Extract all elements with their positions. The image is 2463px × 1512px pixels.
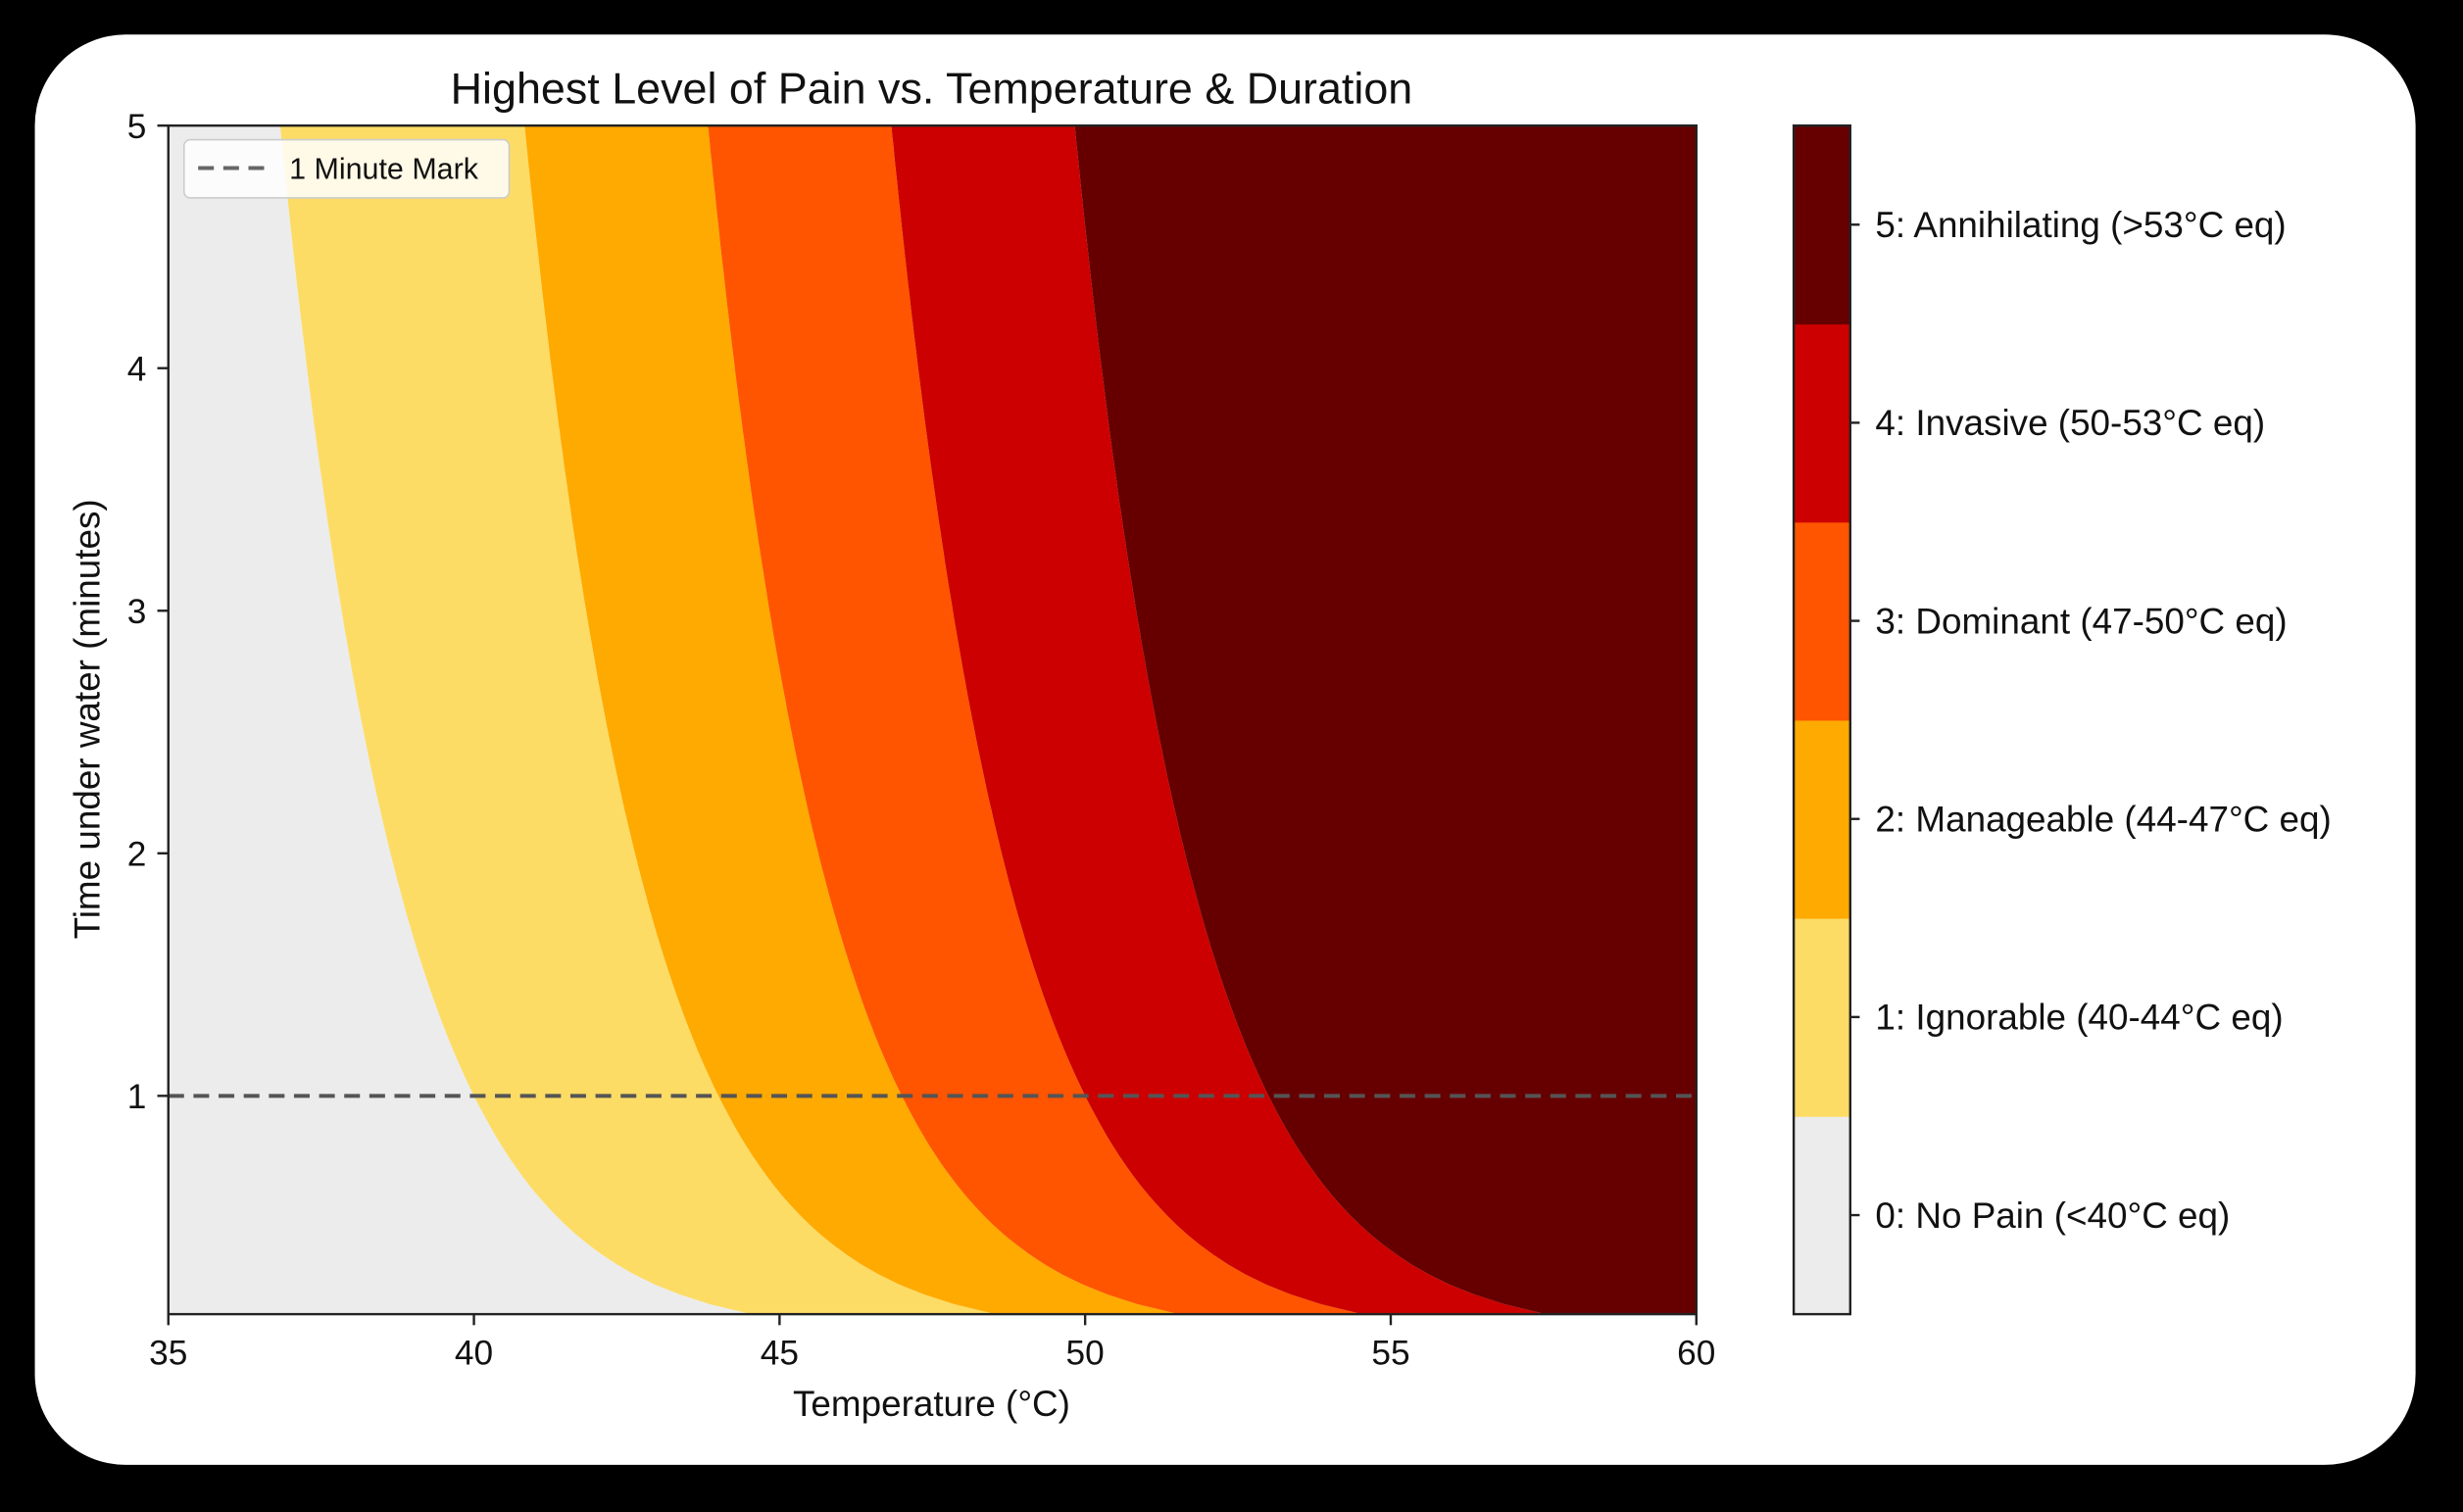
colorbar-label: 2: Manageable (44-47°C eq)	[1875, 800, 2331, 840]
region-level-1	[279, 125, 996, 1315]
pain-level-regions	[168, 125, 1697, 1315]
y-tick-label: 5	[127, 108, 147, 146]
x-tick-label: 50	[1066, 1334, 1105, 1372]
y-axis-ticks: 1 2 3 4 5	[127, 108, 169, 1116]
colorbar-segment-0	[1794, 1115, 1850, 1315]
y-tick-label: 3	[127, 593, 147, 631]
region-level-2	[524, 125, 1179, 1315]
region-level-0	[168, 125, 752, 1315]
legend: 1 Minute Mark	[182, 138, 511, 199]
plot-frame	[167, 123, 1698, 1316]
colorbar-label: 3: Dominant (47-50°C eq)	[1875, 601, 2287, 641]
colorbar-label: 0: No Pain (<40°C eq)	[1875, 1195, 2230, 1236]
x-axis-label: Temperature (°C)	[793, 1384, 1070, 1424]
y-tick-label: 4	[127, 351, 147, 389]
y-tick-label: 1	[127, 1078, 147, 1116]
region-level-4	[891, 125, 1547, 1315]
y-tick-label: 2	[127, 836, 147, 874]
legend-box	[182, 138, 511, 199]
colorbar-segment-4	[1794, 323, 1850, 523]
chart-title: Highest Level of Pain vs. Temperature & …	[451, 64, 1413, 114]
x-tick-label: 60	[1677, 1334, 1715, 1372]
x-tick-label: 45	[761, 1334, 799, 1372]
colorbar-segment-5	[1794, 125, 1850, 325]
x-axis-ticks: 35 40 45 50 55 60	[149, 1314, 1715, 1372]
region-level-3	[708, 125, 1362, 1315]
colorbar-label: 5: Annihilating (>53°C eq)	[1875, 205, 2286, 245]
x-tick-label: 55	[1371, 1334, 1409, 1372]
region-level-5	[1074, 125, 1697, 1315]
colorbar-label: 1: Ignorable (40-44°C eq)	[1875, 998, 2283, 1038]
colorbar-segment-2	[1794, 719, 1850, 919]
colorbar-segment-3	[1794, 521, 1850, 721]
colorbar-frame	[1792, 123, 1852, 1316]
colorbar-segment-1	[1794, 917, 1850, 1117]
y-axis-label: Time under water (minutes)	[67, 499, 107, 939]
x-tick-label: 40	[455, 1334, 493, 1372]
legend-label: 1 Minute Mark	[289, 153, 479, 186]
x-tick-label: 35	[149, 1334, 187, 1372]
colorbar-label: 4: Invasive (50-53°C eq)	[1875, 403, 2265, 443]
colorbar: 0: No Pain (<40°C eq) 1: Ignorable (40-44…	[1792, 123, 2332, 1316]
